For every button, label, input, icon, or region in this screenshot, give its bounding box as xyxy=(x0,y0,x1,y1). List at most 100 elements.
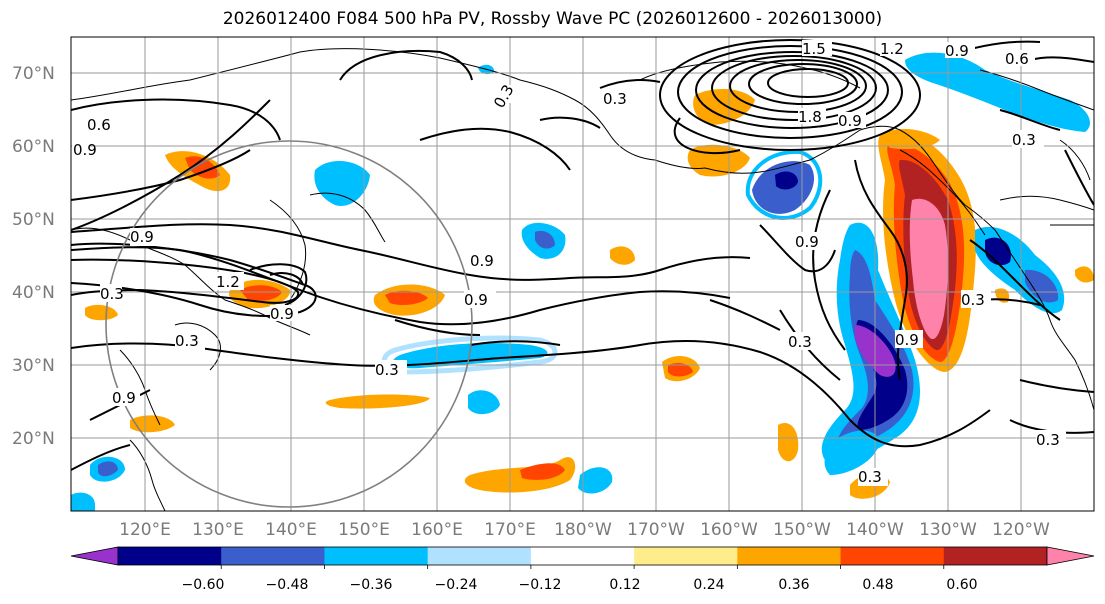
colorbar-tick-label: 0.12 xyxy=(609,577,640,593)
positive-anomaly-south-core xyxy=(520,463,565,480)
colorbar-tick-label: −0.60 xyxy=(182,577,225,593)
colorbar-segment xyxy=(118,547,222,565)
colorbar-left-extend xyxy=(70,546,119,566)
lon-label: 130°E xyxy=(192,520,244,540)
contour-label: 1.2 xyxy=(216,273,240,291)
colorbar-segment xyxy=(530,547,635,565)
lon-label: 180°W xyxy=(554,520,612,540)
positive-anomaly-nw-core xyxy=(185,156,220,179)
contour-label: 0.9 xyxy=(945,42,969,60)
colorbar-tick-label: −0.48 xyxy=(266,577,309,593)
map-frame xyxy=(70,36,1095,512)
colorbar-segment xyxy=(634,547,738,565)
positive-anomaly-arctic xyxy=(1075,266,1094,283)
colorbar-segment xyxy=(737,547,842,565)
contour-label: 0.3 xyxy=(175,332,199,350)
lat-label: 50°N xyxy=(12,210,55,230)
negative-anomaly-inland-south xyxy=(1025,269,1059,303)
lat-label: 70°N xyxy=(12,64,55,84)
contour-label: 0.9 xyxy=(838,112,862,130)
map-title: 2026012400 F084 500 hPa PV, Rossby Wave … xyxy=(222,9,883,29)
contour-label: 0.3 xyxy=(375,361,399,379)
positive-anomaly-gulf xyxy=(880,128,940,150)
contour-label: 0.3 xyxy=(858,468,882,486)
contour-label: 0.9 xyxy=(73,141,97,159)
lon-label: 130°W xyxy=(919,520,977,540)
contour-label: 0.3 xyxy=(961,291,985,309)
contour-label: 0.3 xyxy=(1012,131,1036,149)
lon-label: 170°E xyxy=(484,520,536,540)
negative-anomaly-canada xyxy=(905,52,1090,132)
lat-label: 60°N xyxy=(12,137,55,157)
lon-label: 150°W xyxy=(773,520,831,540)
lon-label: 120°W xyxy=(992,520,1050,540)
negative-anomaly-150w-core xyxy=(775,171,798,190)
lon-label: 120°E xyxy=(119,520,171,540)
lon-label: 150°E xyxy=(338,520,390,540)
contour-label: 0.9 xyxy=(112,389,136,407)
contour-label: 0.9 xyxy=(470,252,494,270)
colorbar-tick-label: −0.36 xyxy=(350,577,393,593)
colorbar-tick-label: 0.36 xyxy=(778,577,809,593)
longitude-labels: 120°E 130°E 140°E 150°E 160°E 170°E 180°… xyxy=(119,520,1050,540)
colorbar-segments xyxy=(117,546,1048,566)
colorbar: −0.60 −0.48 −0.36 −0.24 −0.12 0.12 0.24 … xyxy=(70,546,1095,593)
colorbar-tick-label: −0.24 xyxy=(435,577,478,593)
contour-label: 0.3 xyxy=(100,285,124,303)
colorbar-segment xyxy=(221,547,325,565)
highlight-circle xyxy=(105,140,473,508)
colorbar-ticks xyxy=(220,565,945,569)
colorbar-tick-labels: −0.60 −0.48 −0.36 −0.24 −0.12 0.12 0.24 … xyxy=(182,577,978,593)
positive-anomaly-160w-core xyxy=(668,362,693,377)
colorbar-right-extend xyxy=(1046,546,1095,566)
positive-anomaly-bering xyxy=(693,88,755,125)
contour-label: 0.9 xyxy=(895,331,919,349)
negative-anomaly-175e-core xyxy=(535,230,555,249)
contour-label: 0.3 xyxy=(603,90,627,108)
contour-label: 0.9 xyxy=(795,233,819,251)
positive-anomaly-150w-20n xyxy=(778,422,799,462)
lat-label: 20°N xyxy=(12,429,55,449)
positive-anomaly-160e-core xyxy=(385,290,428,306)
colorbar-tick-label: −0.12 xyxy=(519,577,562,593)
contour-label: 1.8 xyxy=(798,108,822,126)
positive-anomaly-japan-core xyxy=(240,285,282,302)
lon-label: 160°E xyxy=(411,520,463,540)
contour-label: 0.3 xyxy=(788,333,812,351)
negative-anomaly-150w-ring xyxy=(745,149,823,220)
positive-anomaly-22n xyxy=(130,415,175,433)
colorbar-segment xyxy=(324,547,429,565)
negative-anomaly-band-30n xyxy=(392,343,548,369)
lon-label: 170°W xyxy=(627,520,685,540)
graticule xyxy=(71,37,1094,511)
colorbar-tick-label: 0.60 xyxy=(946,577,977,593)
contour-label: 0.9 xyxy=(270,305,294,323)
positive-anomaly-180 xyxy=(610,246,635,265)
colorbar-segment xyxy=(943,547,1048,565)
positive-anomaly-west-40n xyxy=(85,304,118,321)
contour-label: 0.6 xyxy=(1005,50,1029,68)
negative-anomaly-sw-core xyxy=(98,461,118,477)
pv-contours xyxy=(71,39,1094,471)
positive-anomaly-band-25n xyxy=(325,394,430,409)
lon-label: 140°W xyxy=(846,520,904,540)
contour-label: 1.2 xyxy=(880,40,904,58)
contour-label: 1.5 xyxy=(802,40,826,58)
lon-label: 160°W xyxy=(700,520,758,540)
contour-label: 0.3 xyxy=(1036,431,1060,449)
lat-label: 40°N xyxy=(12,283,55,303)
contour-label-group: 0.6 0.9 0.3 0.3 1.5 1.2 0.9 0.6 0.9 0.9 … xyxy=(72,40,1066,486)
colorbar-tick-label: 0.24 xyxy=(693,577,724,593)
lon-label: 140°E xyxy=(265,520,317,540)
lat-label: 30°N xyxy=(12,356,55,376)
negative-anomaly-trough-tail xyxy=(824,430,880,475)
contour-label: 0.9 xyxy=(130,228,154,246)
colorbar-segment xyxy=(427,547,532,565)
contour-label: 0.9 xyxy=(464,291,488,309)
colorbar-tick-label: 0.48 xyxy=(862,577,893,593)
negative-anomaly-sw-corner xyxy=(71,492,95,511)
negative-anomaly-170e xyxy=(468,390,500,415)
latitude-labels: 70°N 60°N 50°N 40°N 30°N 20°N xyxy=(12,64,55,449)
negative-anomaly-okhotsk xyxy=(314,160,370,206)
